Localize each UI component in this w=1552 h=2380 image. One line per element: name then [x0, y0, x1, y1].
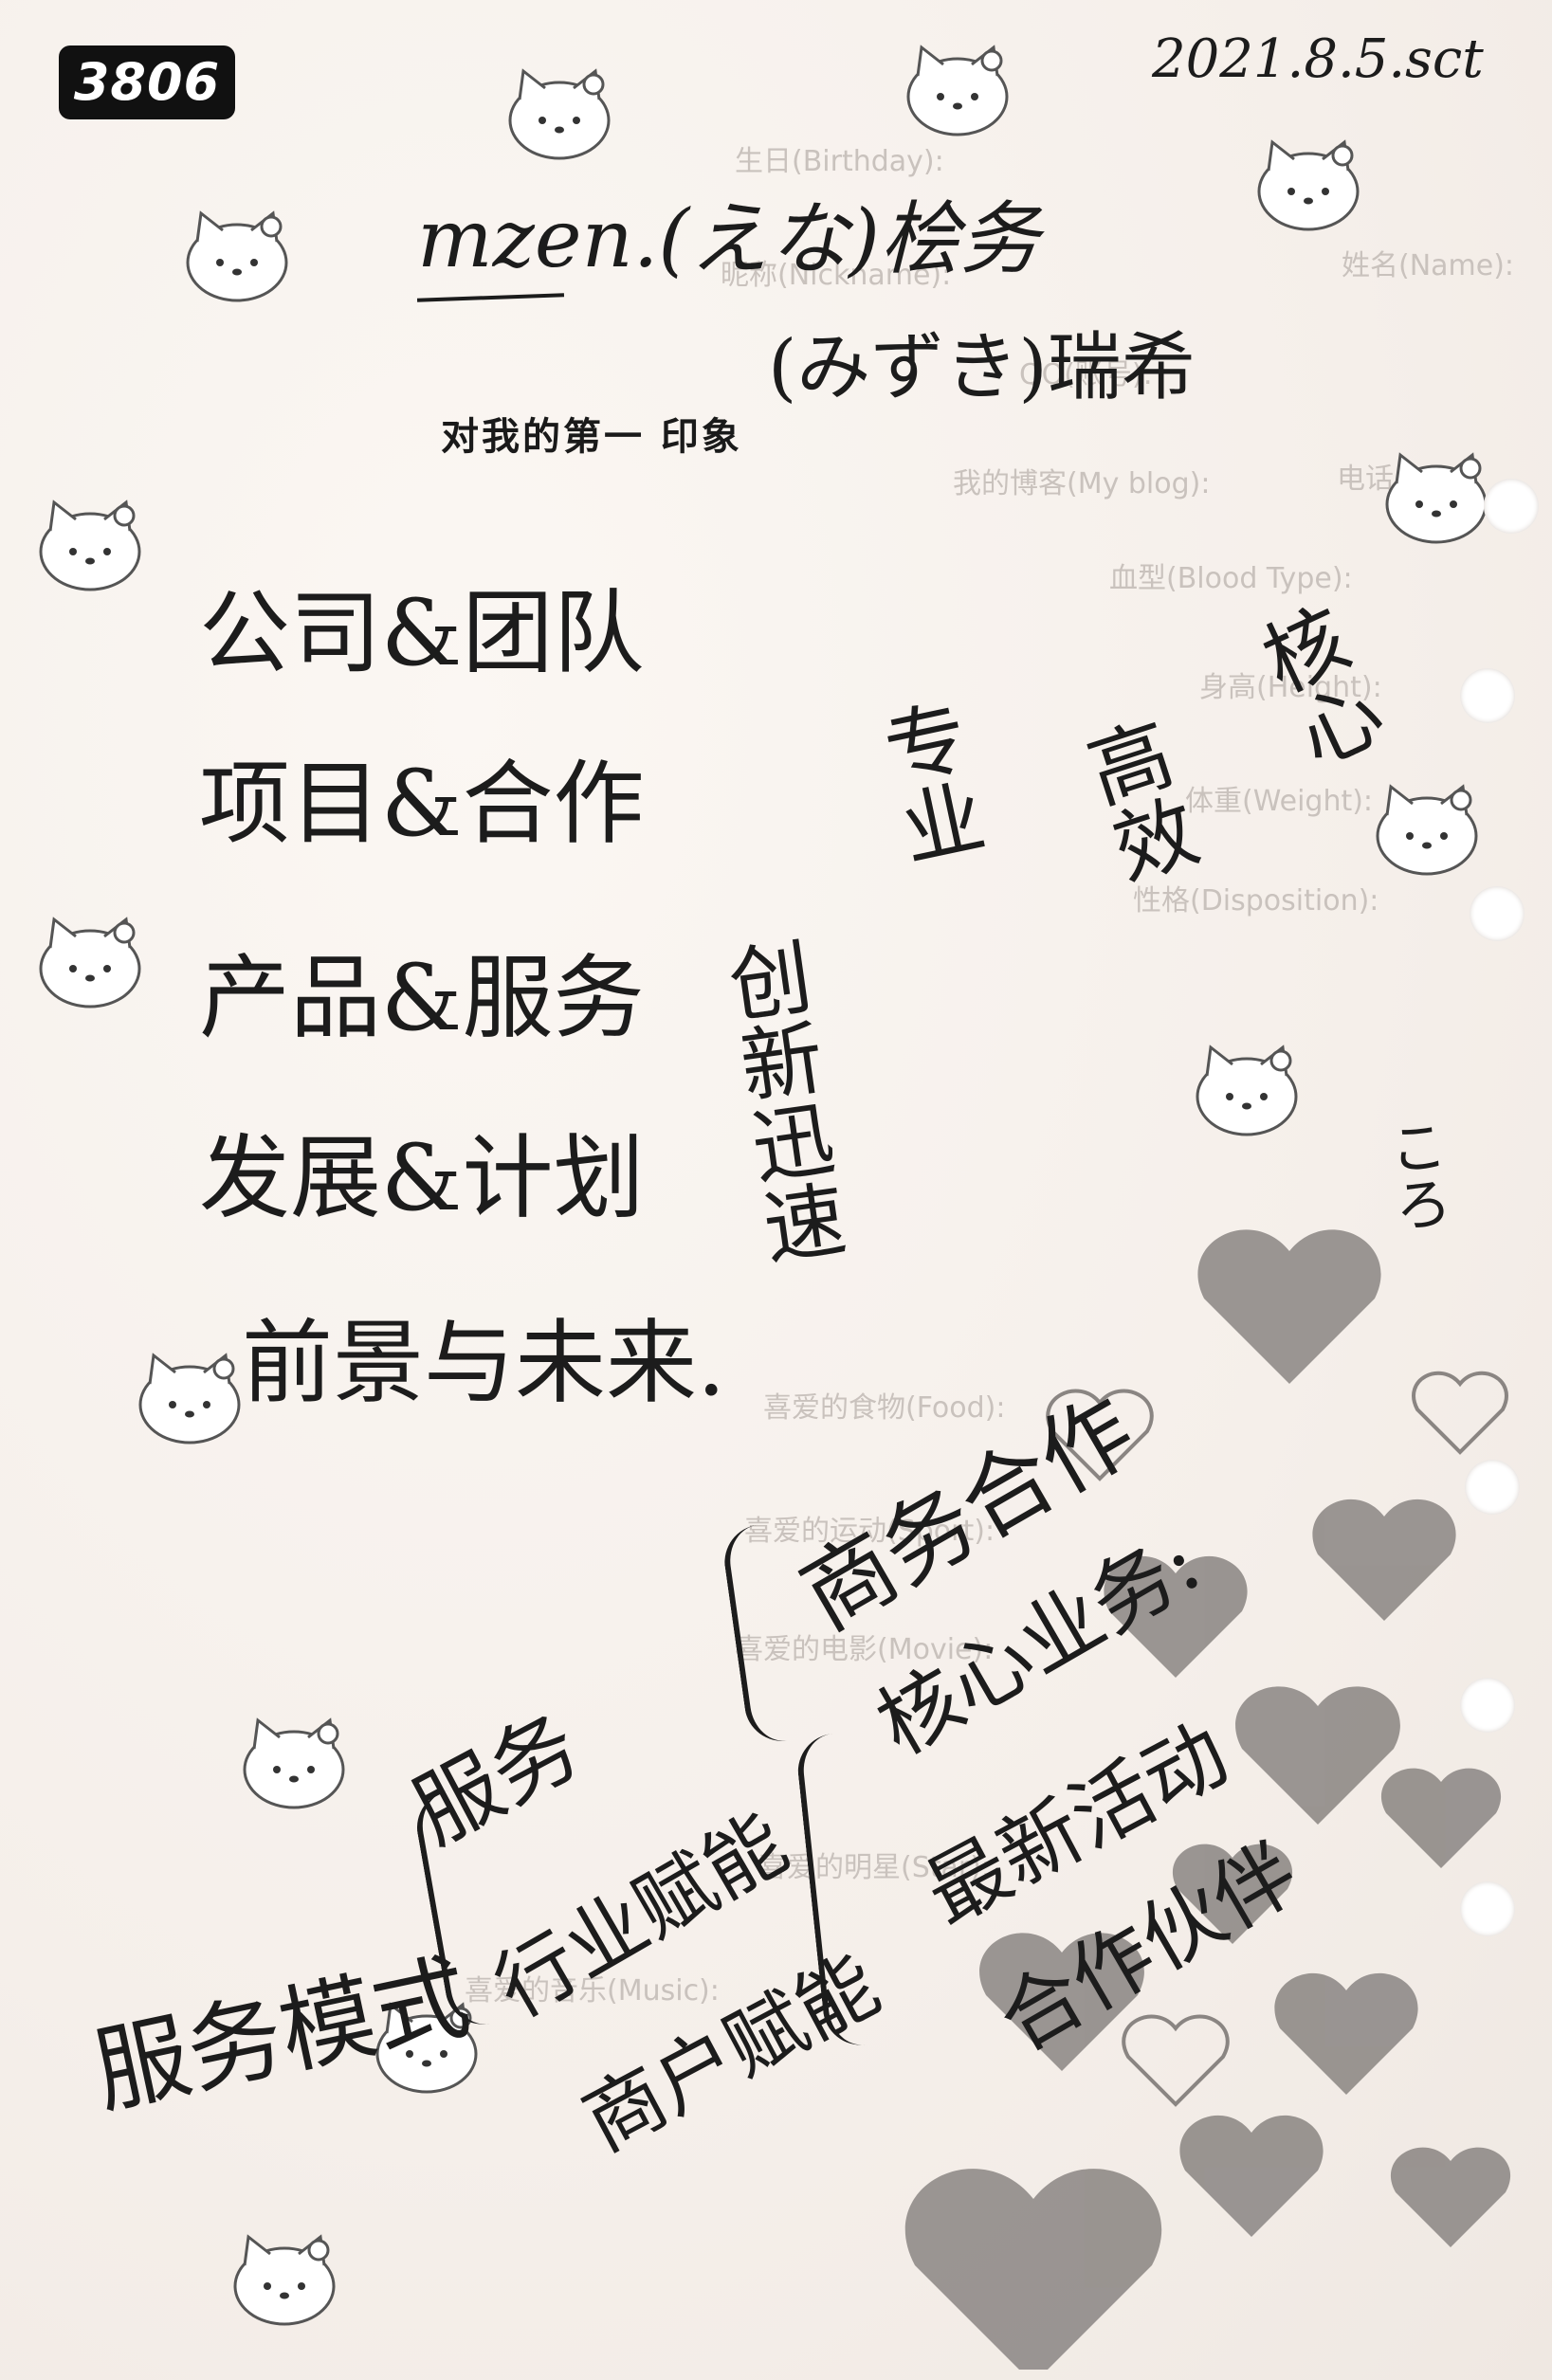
topic-item: 项目&合作 [199, 751, 645, 857]
faint-print: QQ(账号): [1019, 358, 1153, 391]
punch-hole [1460, 1678, 1515, 1733]
kitty-icon [138, 1353, 241, 1444]
vertical-note: 专业 [863, 693, 990, 873]
faint-print: 喜爱的电影(Movie): [735, 1633, 994, 1666]
faint-print: 喜爱的音乐(Music): [465, 1974, 720, 2008]
faint-print: 喜爱的食物(Food): [763, 1391, 1006, 1425]
topic-item: 前景与未来. [242, 1310, 726, 1416]
punch-hole [1470, 886, 1525, 941]
vertical-note: 创新迅速 [709, 933, 849, 1270]
faint-print: 身高(Height): [1199, 671, 1382, 704]
kitty-icon [906, 45, 1009, 136]
faint-print: 性格(Disposition): [1133, 884, 1379, 917]
kitty-icon [39, 917, 141, 1008]
faint-print: 姓名(Name): [1342, 249, 1515, 282]
punch-hole [1465, 1460, 1520, 1515]
kitty-icon [1385, 452, 1488, 544]
kitty-icon [1257, 139, 1360, 231]
kitty-icon [1376, 784, 1478, 876]
faint-print: 我的博客(My blog): [953, 467, 1211, 500]
faint-print: 昵称(Nickname): [721, 259, 952, 292]
faint-print: 体重(Weight): [1185, 785, 1374, 818]
faint-print: 喜爱的运动(Sport): [744, 1515, 995, 1548]
kitty-icon [243, 1717, 345, 1809]
kitty-icon [375, 2002, 478, 2094]
printed-title: 对我的第一 印象 [441, 415, 742, 459]
service-note: 服务模式 [84, 1940, 479, 2129]
heart-cluster-decoration [904, 1229, 1511, 2370]
punch-hole [1484, 479, 1539, 534]
kitty-icon [39, 500, 141, 591]
punch-hole [1460, 1881, 1515, 1936]
name-line-1: mzen.(えな)桧务 [417, 192, 1039, 285]
kitty-icon [1196, 1045, 1298, 1136]
topic-item: 产品&服务 [199, 945, 645, 1051]
faint-print: 生日(Birthday): [735, 145, 944, 178]
punch-hole [1460, 668, 1515, 723]
kitty-icon [508, 68, 611, 160]
kitty-icon [186, 210, 288, 302]
kitty-icon [233, 2234, 336, 2326]
vertical-note: 高效 [1064, 709, 1206, 895]
name-line-2: (みずき)瑞希 [768, 325, 1196, 410]
page-number-badge: 3806 [59, 45, 235, 119]
topic-item: 公司&团队 [199, 580, 645, 686]
vertical-note: ころ [1377, 1116, 1454, 1235]
name-underline [416, 293, 565, 302]
date-label: 2021.8.5.sct [1152, 28, 1484, 90]
vertical-note: 核心 [1237, 594, 1393, 783]
faint-print: 血型(Blood Type): [1109, 562, 1353, 595]
faint-print: 喜爱的明星(Star): [758, 1851, 992, 1884]
topic-item: 发展&计划 [199, 1125, 645, 1231]
